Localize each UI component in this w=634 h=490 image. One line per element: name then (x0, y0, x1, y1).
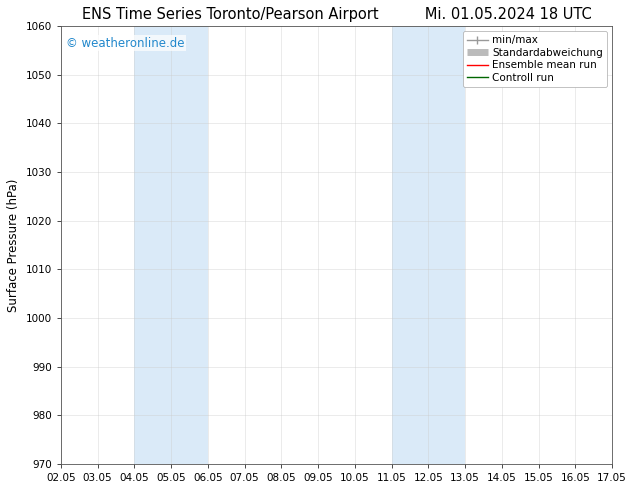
Bar (392, 26, 465, 464)
Title: ENS Time Series Toronto/Pearson Airport          Mi. 01.05.2024 18 UTC: ENS Time Series Toronto/Pearson Airport … (82, 7, 592, 22)
Text: © weatheronline.de: © weatheronline.de (67, 37, 184, 50)
Y-axis label: Surface Pressure (hPa): Surface Pressure (hPa) (7, 178, 20, 312)
Bar (134, 26, 208, 464)
Legend: min/max, Standardabweichung, Ensemble mean run, Controll run: min/max, Standardabweichung, Ensemble me… (463, 31, 607, 87)
